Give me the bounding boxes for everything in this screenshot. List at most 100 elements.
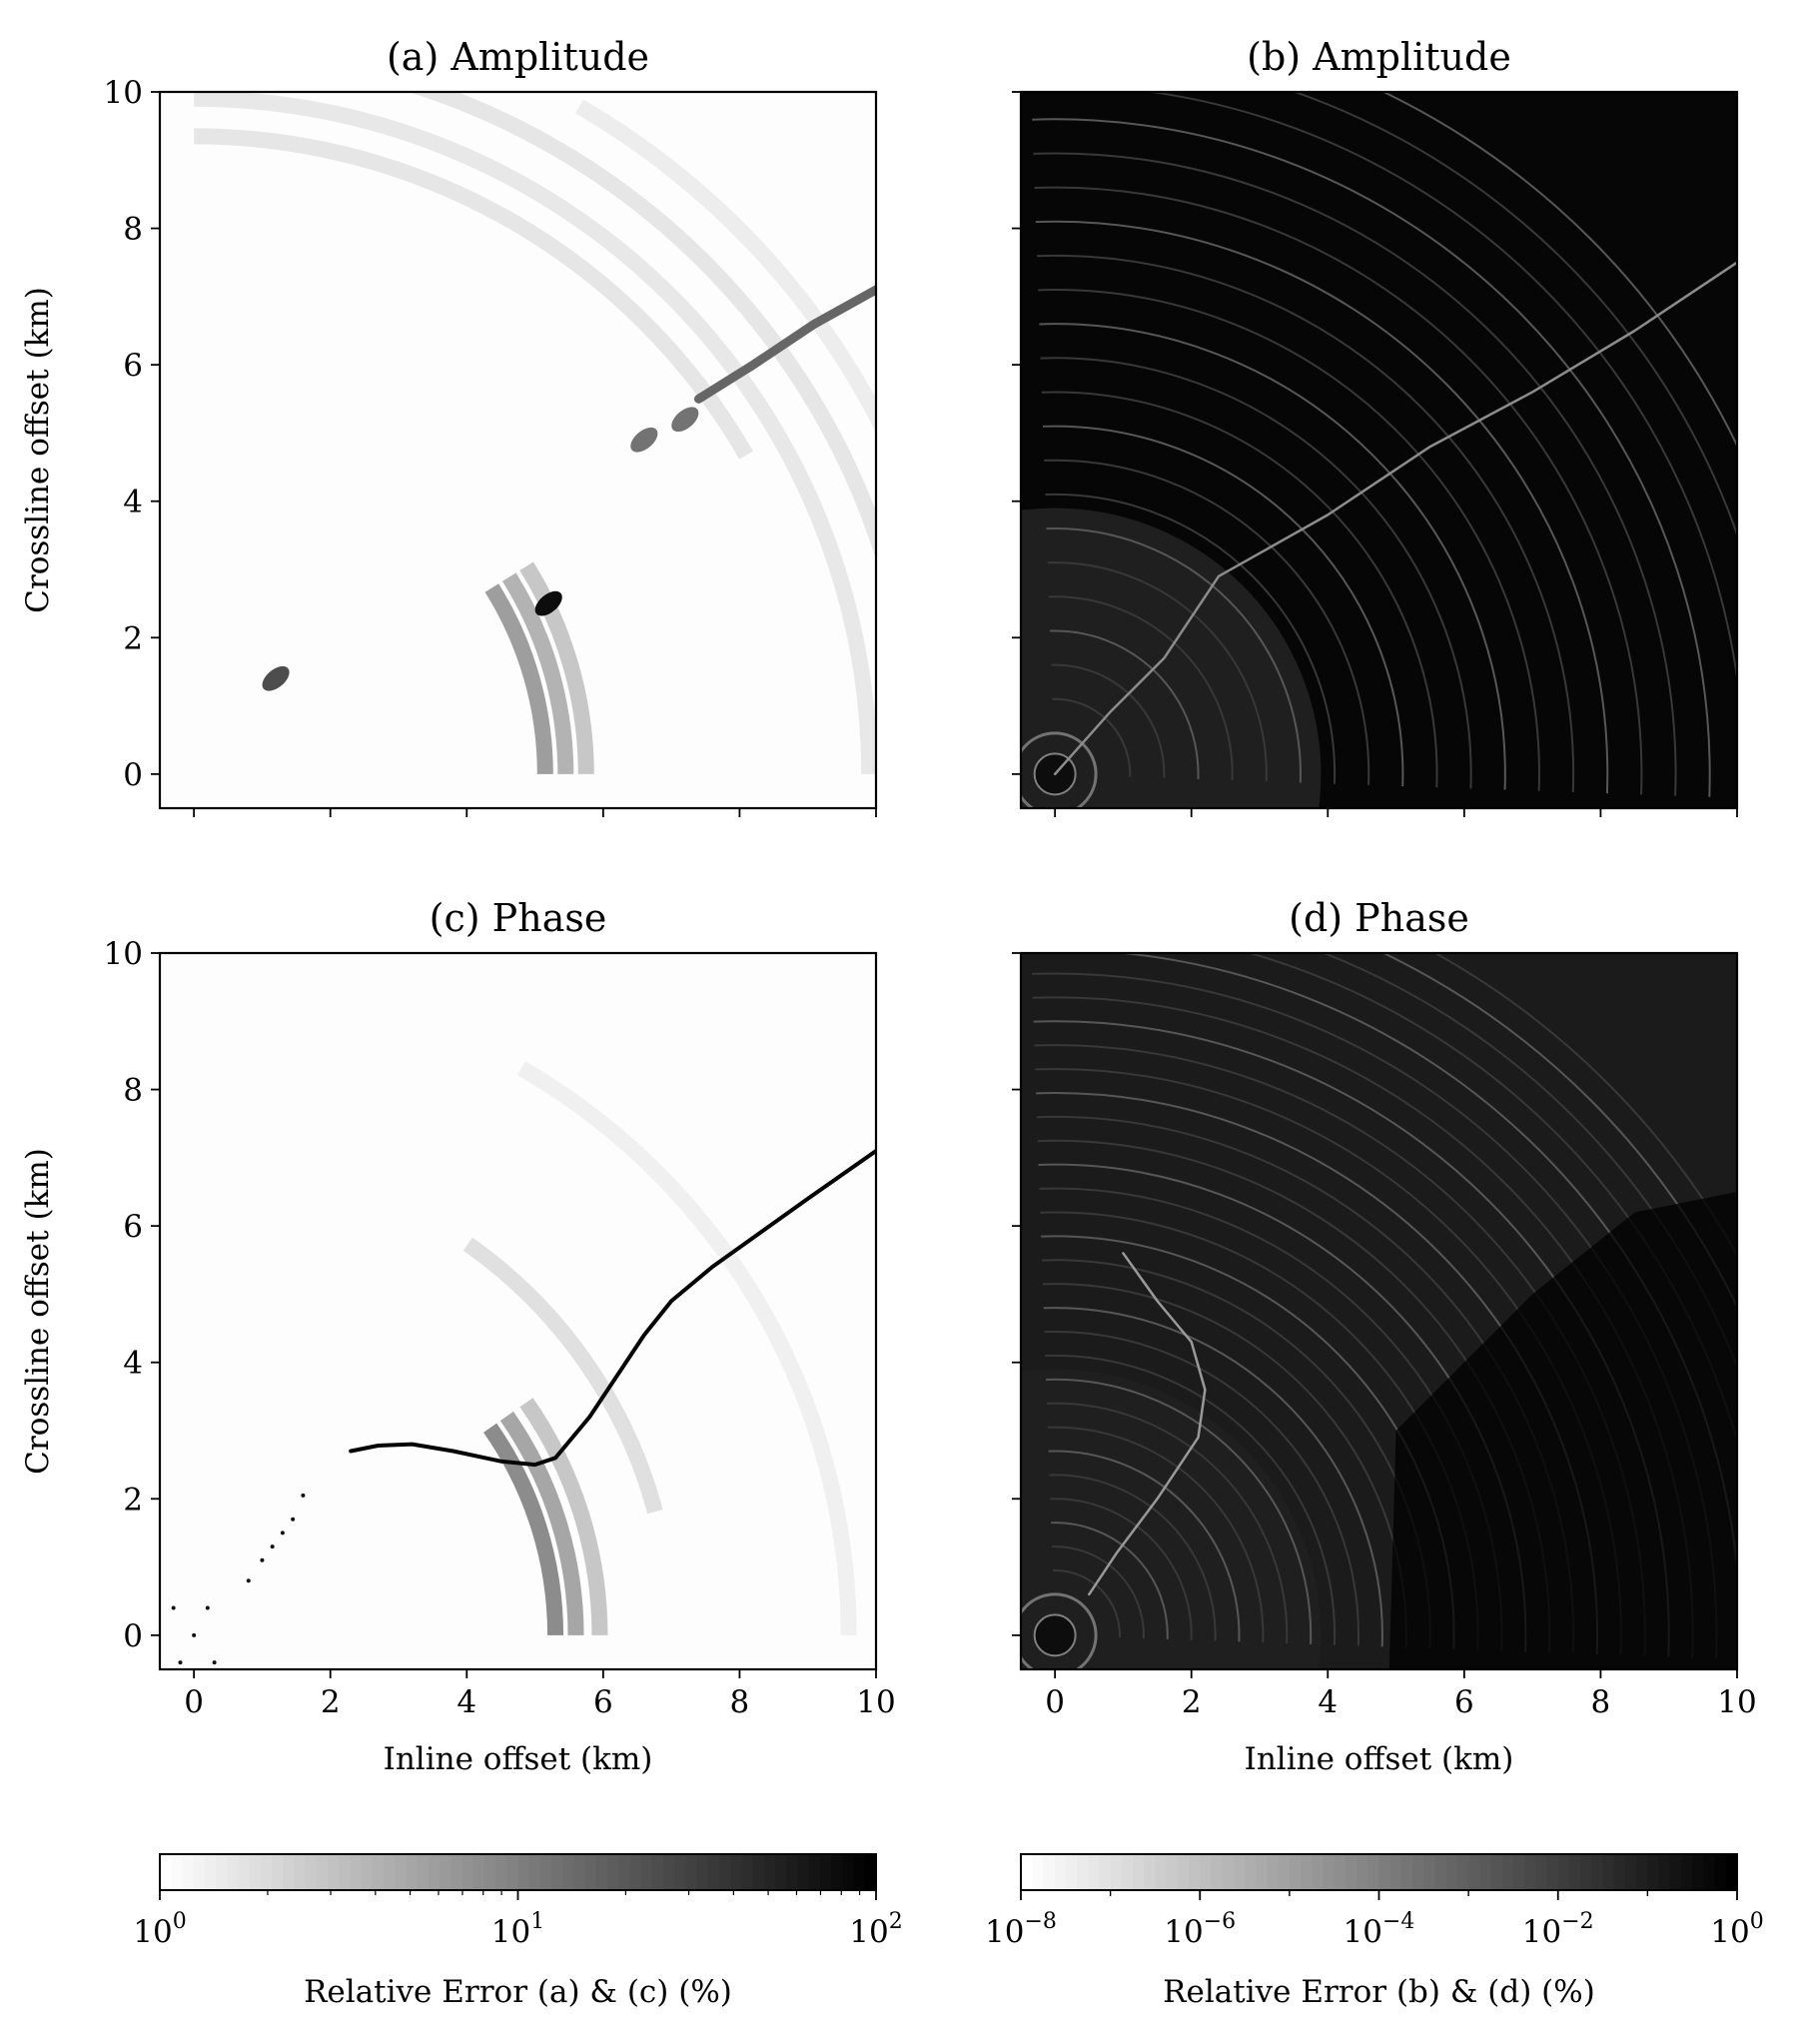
y-tick-label: 0 bbox=[123, 757, 143, 793]
error-ring bbox=[574, 99, 876, 434]
colorbar-step bbox=[864, 1854, 877, 1890]
colorbar-step bbox=[182, 1854, 195, 1890]
error-ring bbox=[1380, 92, 1737, 449]
error-ring bbox=[519, 1398, 608, 1635]
colorbar-step bbox=[775, 1854, 787, 1890]
colorbar-step bbox=[1245, 1854, 1257, 1890]
error-dot bbox=[280, 1531, 285, 1535]
colorbar-step bbox=[1479, 1854, 1492, 1890]
colorbar-step bbox=[1144, 1854, 1157, 1890]
colorbar-step bbox=[1289, 1854, 1302, 1890]
panel-b: (b) Amplitude bbox=[1012, 35, 1739, 817]
colorbar-step bbox=[1725, 1854, 1738, 1890]
colorbar-step bbox=[1602, 1854, 1615, 1890]
panel-d: 0 2 4 6 8 10 (d) Phase Inline offset (km) bbox=[1012, 896, 1757, 1777]
heatmap-area bbox=[160, 92, 876, 808]
error-ring bbox=[519, 561, 594, 774]
colorbar-left: 100 101 102 Relative Error (a) & (c) (%) bbox=[133, 1853, 903, 2010]
y-tick-label: 0 bbox=[123, 1618, 143, 1654]
error-ring bbox=[1045, 1354, 1337, 1645]
colorbar-step bbox=[249, 1854, 262, 1890]
colorbar-step bbox=[1680, 1854, 1693, 1890]
colorbar-step bbox=[160, 1854, 172, 1890]
source-point bbox=[1033, 1613, 1077, 1657]
colorbar-step bbox=[607, 1854, 619, 1890]
y-tick-label: 10 bbox=[104, 936, 143, 972]
colorbar-step bbox=[1445, 1854, 1458, 1890]
x-tick-label: 10 bbox=[1717, 1684, 1756, 1720]
colorbar-step bbox=[1278, 1854, 1291, 1890]
source-ring bbox=[1021, 1592, 1098, 1669]
error-ring bbox=[1044, 459, 1370, 785]
colorbar-step bbox=[1200, 1854, 1213, 1890]
panel-title: (b) Amplitude bbox=[1247, 35, 1511, 79]
caustic-line bbox=[1088, 1252, 1207, 1596]
colorbar-step bbox=[819, 1854, 832, 1890]
colorbar-step bbox=[1222, 1854, 1235, 1890]
colorbar-step bbox=[1110, 1854, 1123, 1890]
panel-title: (c) Phase bbox=[430, 896, 607, 940]
colorbar-step bbox=[1312, 1854, 1325, 1890]
y-tick-label: 6 bbox=[123, 1209, 143, 1245]
x-tick-label: 6 bbox=[1454, 1684, 1474, 1720]
colorbar-step bbox=[1367, 1854, 1380, 1890]
colorbar-step bbox=[372, 1854, 385, 1890]
colorbar-step bbox=[685, 1854, 698, 1890]
error-dot bbox=[291, 1517, 296, 1522]
error-ring bbox=[501, 572, 574, 774]
colorbar-step bbox=[1032, 1854, 1045, 1890]
colorbar-step bbox=[1669, 1854, 1682, 1890]
error-ring bbox=[1051, 663, 1166, 778]
colorbar-step bbox=[674, 1854, 687, 1890]
colorbar-step bbox=[640, 1854, 653, 1890]
colorbar-step bbox=[1345, 1854, 1357, 1890]
error-dot bbox=[246, 1578, 251, 1583]
colorbar-step bbox=[1323, 1854, 1336, 1890]
colorbar-step bbox=[618, 1854, 631, 1890]
colorbar-step bbox=[730, 1854, 743, 1890]
colorbar-tick-label: 10−6 bbox=[1164, 1909, 1236, 1950]
y-tick-label: 2 bbox=[123, 620, 143, 656]
colorbar-step bbox=[1301, 1854, 1313, 1890]
caustic-line bbox=[1053, 261, 1737, 776]
error-ring bbox=[1144, 92, 1737, 685]
error-ring bbox=[1043, 1307, 1383, 1647]
error-ring bbox=[1047, 561, 1268, 782]
colorbar-step bbox=[842, 1854, 855, 1890]
colorbar-step bbox=[707, 1854, 720, 1890]
y-tick-label: 4 bbox=[123, 485, 143, 520]
colorbar-step bbox=[1378, 1854, 1391, 1890]
colorbar-step bbox=[1334, 1854, 1347, 1890]
colorbar-step bbox=[1177, 1854, 1190, 1890]
x-tick-label: 0 bbox=[1045, 1684, 1065, 1720]
colorbar-tick-label: 10−2 bbox=[1522, 1909, 1594, 1950]
colorbar-step bbox=[1088, 1854, 1101, 1890]
colorbar-step bbox=[1267, 1854, 1280, 1890]
colorbar-step bbox=[831, 1854, 843, 1890]
error-ring bbox=[499, 1411, 584, 1635]
y-axis-label: Crossline offset (km) bbox=[20, 1148, 56, 1475]
error-ring bbox=[1039, 323, 1506, 790]
colorbar-step bbox=[1468, 1854, 1480, 1890]
colorbar-step bbox=[573, 1854, 586, 1890]
y-tick-label: 8 bbox=[123, 1073, 143, 1109]
colorbar-step bbox=[1133, 1854, 1145, 1890]
colorbar-step bbox=[1636, 1854, 1648, 1890]
colorbar-step bbox=[741, 1854, 754, 1890]
colorbar-step bbox=[1546, 1854, 1559, 1890]
error-dot bbox=[212, 1660, 217, 1665]
colorbar-step bbox=[171, 1854, 184, 1890]
colorbar-tick-label: 101 bbox=[491, 1909, 544, 1950]
panel-c: 0 2 4 6 8 10 0 2 4 6 8 10 (c) Phase Inline offset (km… bbox=[20, 896, 896, 1777]
colorbar-step bbox=[1501, 1854, 1514, 1890]
colorbar-step bbox=[1211, 1854, 1224, 1890]
colorbar-step bbox=[1423, 1854, 1436, 1890]
x-tick-label: 2 bbox=[321, 1684, 341, 1720]
error-ring bbox=[1046, 527, 1302, 783]
heatmap-background bbox=[160, 92, 876, 808]
colorbar-step bbox=[663, 1854, 675, 1890]
colorbar-step bbox=[272, 1854, 284, 1890]
colorbar-step bbox=[1613, 1854, 1626, 1890]
error-ring bbox=[1032, 118, 1711, 797]
colorbar-step bbox=[1524, 1854, 1536, 1890]
